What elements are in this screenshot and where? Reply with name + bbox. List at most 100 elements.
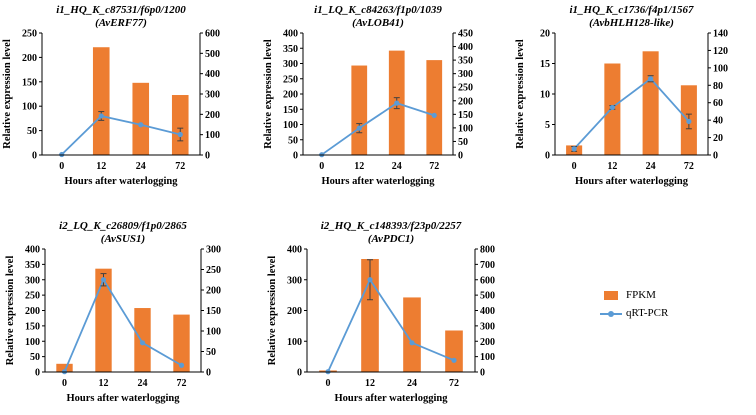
chart-title: i1_HQ_K_c1736/f4p1/1567 bbox=[569, 4, 694, 16]
y-tick-label-right: 140 bbox=[713, 29, 728, 40]
y-tick-label-right: 100 bbox=[480, 352, 495, 363]
x-axis-label: Hours after waterlogging bbox=[575, 176, 689, 187]
y-tick-label-left: 100 bbox=[283, 120, 298, 131]
y-tick-label-right: 450 bbox=[458, 29, 473, 40]
y-tick-label-right: 100 bbox=[458, 123, 473, 134]
legend-fpkm-label: FPKM bbox=[626, 289, 656, 301]
y-tick-label-left: 0 bbox=[293, 151, 298, 162]
legend-line-swatch bbox=[600, 309, 622, 318]
x-tick-label: 0 bbox=[326, 378, 331, 389]
point-qrtpcr bbox=[177, 131, 183, 138]
y-tick-label-left: 150 bbox=[25, 321, 40, 332]
chart-panel-2: i1_LQ_K_c84263/f1p0/1039(AvLOB41) 0 50 100 1… bbox=[263, 4, 473, 187]
x-tick-label: 24 bbox=[392, 161, 402, 172]
y-tick-label-right: 20 bbox=[713, 133, 723, 144]
x-tick-label: 0 bbox=[62, 378, 67, 389]
y-tick-label-left: 300 bbox=[283, 59, 298, 70]
chart-panel-3: i1_HQ_K_c1736/f4p1/1567(AvbHLH128-like) 0… bbox=[515, 4, 728, 187]
y-tick-label-right: 60 bbox=[713, 98, 723, 109]
y-tick-label-right: 200 bbox=[206, 286, 221, 297]
x-tick-label: 72 bbox=[449, 378, 459, 389]
y-tick-label-left: 100 bbox=[287, 337, 302, 348]
chart-title: i1_HQ_K_c87531/f6p0/1200 bbox=[56, 4, 186, 16]
bar-fpkm bbox=[642, 51, 659, 155]
x-tick-label: 12 bbox=[96, 161, 106, 172]
legend: FPKM qRT-PCR bbox=[596, 286, 726, 322]
point-qrtpcr bbox=[394, 100, 400, 106]
x-axis-label: Hours after waterlogging bbox=[322, 176, 436, 187]
y-tick-label-left: 10 bbox=[540, 90, 550, 101]
y-tick-label-left: 250 bbox=[25, 291, 40, 302]
line-qrtpcr bbox=[573, 77, 690, 150]
point-qrtpcr bbox=[571, 146, 577, 152]
bar-fpkm bbox=[171, 95, 189, 155]
y-tick-label-left: 150 bbox=[22, 77, 37, 88]
y-tick-label-right: 150 bbox=[206, 306, 221, 317]
y-tick-label-right: 0 bbox=[206, 368, 211, 379]
point-qrtpcr bbox=[431, 112, 437, 118]
y-tick-label-left: 0 bbox=[32, 151, 37, 162]
y-axis-label: Relative expression level bbox=[5, 256, 16, 366]
y-tick-label-right: 200 bbox=[458, 96, 473, 107]
chart-subtitle: (AvSUS1) bbox=[101, 233, 145, 245]
y-tick-label-right: 80 bbox=[713, 81, 723, 92]
y-axis-label: Relative expression level bbox=[263, 39, 274, 149]
y-tick-label-right: 300 bbox=[458, 69, 473, 80]
y-tick-label-right: 0 bbox=[205, 151, 210, 162]
bar-fpkm bbox=[173, 314, 190, 372]
y-tick-label-left: 50 bbox=[27, 126, 37, 137]
y-tick-label-left: 400 bbox=[25, 245, 40, 256]
y-tick-label-right: 0 bbox=[458, 151, 463, 162]
bar-fpkm bbox=[92, 47, 110, 155]
x-tick-label: 0 bbox=[59, 161, 64, 172]
point-qrtpcr bbox=[367, 277, 373, 283]
y-tick-label-right: 50 bbox=[458, 137, 468, 148]
y-tick-label-right: 250 bbox=[458, 83, 473, 94]
y-tick-label-left: 200 bbox=[25, 306, 40, 317]
y-tick-label-left: 0 bbox=[545, 151, 550, 162]
x-tick-label: 12 bbox=[99, 378, 109, 389]
y-tick-label-left: 400 bbox=[283, 29, 298, 40]
x-tick-label: 0 bbox=[572, 161, 577, 172]
legend-bar-swatch bbox=[604, 290, 618, 300]
x-tick-label: 72 bbox=[175, 161, 185, 172]
y-tick-label-right: 800 bbox=[480, 245, 495, 256]
point-qrtpcr bbox=[648, 76, 654, 82]
line-qrtpcr bbox=[61, 114, 181, 156]
x-tick-label: 24 bbox=[407, 378, 417, 389]
y-tick-label-left: 0 bbox=[297, 368, 302, 379]
y-tick-label-left: 50 bbox=[30, 352, 40, 363]
y-tick-label-right: 40 bbox=[713, 116, 723, 127]
y-tick-label-right: 350 bbox=[458, 56, 473, 67]
y-tick-label-left: 50 bbox=[288, 135, 298, 146]
y-tick-label-right: 0 bbox=[480, 368, 485, 379]
y-tick-label-left: 300 bbox=[287, 275, 302, 286]
chart-panel-1: i1_HQ_K_c87531/f6p0/1200(AvERF77) 0 50 100 1… bbox=[2, 4, 220, 187]
y-tick-label-right: 600 bbox=[480, 275, 495, 286]
x-tick-label: 12 bbox=[354, 161, 364, 172]
x-tick-label: 24 bbox=[646, 161, 656, 172]
bar-fpkm bbox=[351, 65, 368, 155]
y-tick-label-right: 200 bbox=[205, 110, 220, 121]
point-qrtpcr bbox=[609, 104, 615, 111]
chart-title: i2_LQ_K_c26809/f1p0/2865 bbox=[59, 220, 187, 232]
y-tick-label-right: 400 bbox=[458, 42, 473, 53]
y-tick-label-left: 200 bbox=[283, 90, 298, 101]
point-qrtpcr bbox=[139, 340, 146, 346]
y-tick-label-right: 300 bbox=[206, 245, 221, 256]
y-tick-label-left: 0 bbox=[35, 368, 40, 379]
x-tick-label: 12 bbox=[607, 161, 617, 172]
y-axis-label: Relative expression level bbox=[515, 39, 526, 149]
chart-title: i2_HQ_K_c148393/f23p0/2257 bbox=[321, 220, 462, 232]
legend-qrtpcr-label: qRT-PCR bbox=[626, 307, 669, 319]
chart-subtitle: (AvERF77) bbox=[95, 17, 147, 29]
y-tick-label-right: 300 bbox=[205, 90, 220, 101]
y-tick-label-right: 700 bbox=[480, 260, 495, 271]
y-tick-label-right: 0 bbox=[713, 151, 718, 162]
legend-item-fpkm: FPKM bbox=[596, 286, 726, 304]
x-tick-label: 24 bbox=[136, 161, 146, 172]
bar-fpkm bbox=[445, 330, 463, 372]
chart-subtitle: (AvbHLH128-like) bbox=[589, 17, 674, 29]
y-tick-label-right: 120 bbox=[713, 46, 728, 57]
